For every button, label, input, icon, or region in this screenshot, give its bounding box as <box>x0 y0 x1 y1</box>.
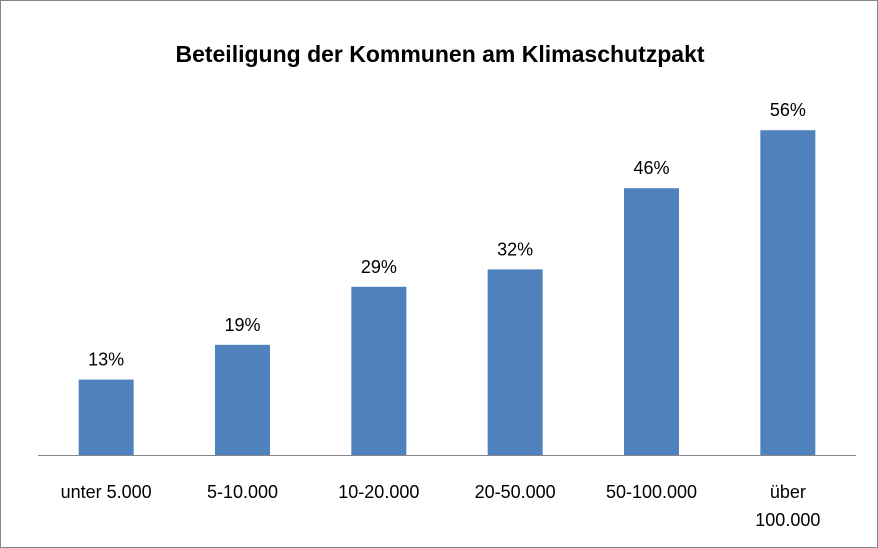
data-label: 46% <box>633 158 669 178</box>
bar <box>215 344 270 455</box>
x-tick-label: über 100.000 <box>755 482 821 530</box>
x-tick-label: 20-50.000 <box>474 482 556 502</box>
x-tick-label: 5-10.000 <box>206 482 279 502</box>
data-label: 56% <box>770 100 806 120</box>
bar <box>351 286 407 455</box>
bar <box>624 188 679 455</box>
data-label: 19% <box>224 315 260 335</box>
data-label: 29% <box>361 257 397 277</box>
x-tick-label: 50-100.000 <box>605 482 698 502</box>
bar <box>78 379 134 455</box>
bar <box>487 269 543 455</box>
data-label: 13% <box>88 350 124 370</box>
x-tick-label: 10-20.000 <box>338 482 420 502</box>
x-tick-label: unter 5.000 <box>60 482 152 502</box>
data-label: 32% <box>497 239 533 259</box>
chart-title: Beteiligung der Kommunen am Klimaschutzp… <box>175 41 704 67</box>
bar <box>760 130 816 455</box>
